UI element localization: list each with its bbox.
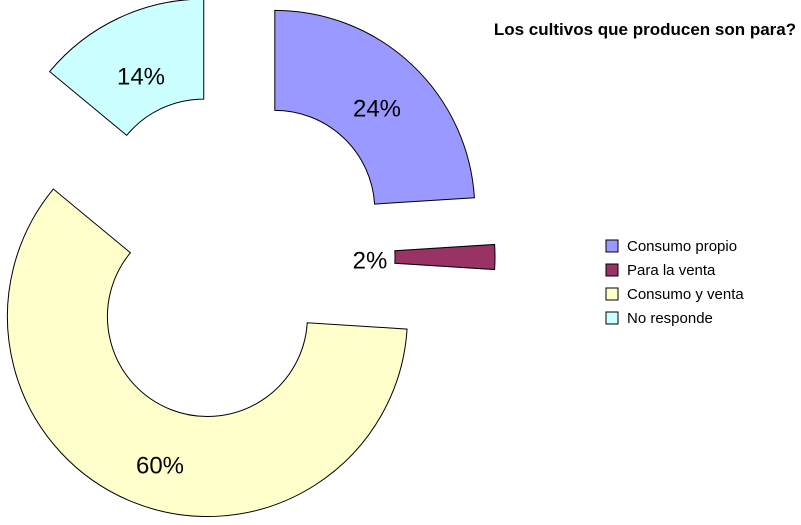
chart-title: Los cultivos que producen son para? <box>493 20 797 39</box>
legend-swatch <box>605 287 619 301</box>
legend-swatch <box>605 263 619 277</box>
legend-label: Para la venta <box>627 262 716 279</box>
legend-swatch <box>605 311 619 325</box>
doughnut-segment <box>274 9 475 205</box>
doughnut-segment <box>6 188 408 517</box>
data-label: 24% <box>353 95 401 122</box>
data-label: 60% <box>136 452 184 479</box>
data-label: 14% <box>117 63 165 90</box>
data-label: 2% <box>353 247 388 274</box>
doughnut-segment <box>48 0 205 137</box>
doughnut-segment <box>394 243 496 271</box>
legend-swatch <box>605 239 619 253</box>
legend-label: No responde <box>627 310 713 327</box>
legend-label: Consumo y venta <box>627 286 744 303</box>
legend-label: Consumo propio <box>627 238 737 255</box>
